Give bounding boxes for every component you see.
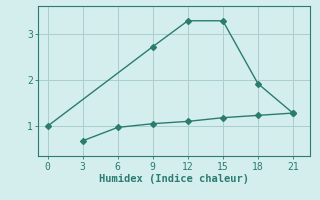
X-axis label: Humidex (Indice chaleur): Humidex (Indice chaleur): [100, 174, 249, 184]
